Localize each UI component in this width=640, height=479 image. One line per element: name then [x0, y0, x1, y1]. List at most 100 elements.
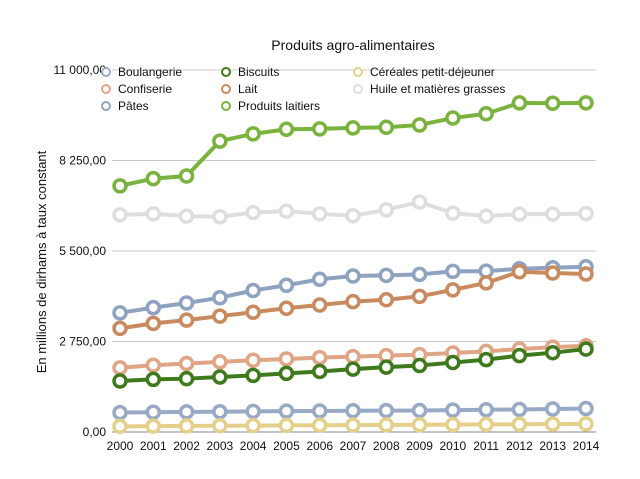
y-tick-label: 2 750,00 [59, 335, 106, 349]
series-group [112, 95, 594, 435]
x-tick-label: 2013 [539, 439, 566, 453]
data-point [212, 308, 228, 324]
data-point [245, 403, 261, 420]
data-point [544, 265, 561, 281]
data-point [145, 170, 162, 187]
data-point [511, 206, 528, 222]
data-point [212, 133, 228, 149]
legend-marker [101, 67, 111, 77]
data-point [178, 295, 195, 311]
data-point [178, 312, 195, 328]
data-point [311, 417, 328, 434]
legend-item: Boulangerie [101, 65, 182, 79]
data-point [345, 361, 361, 377]
series-3 [112, 341, 594, 389]
legend-marker [101, 84, 111, 94]
data-point [245, 352, 261, 369]
data-point [145, 418, 162, 434]
data-point [145, 206, 162, 222]
data-point [411, 266, 428, 283]
data-point [278, 300, 295, 317]
data-point [245, 204, 261, 221]
data-point [478, 416, 494, 433]
data-point [311, 363, 328, 380]
legend-label: Produits laitiers [238, 99, 320, 113]
data-point [145, 299, 162, 316]
legend: Boulangerie Confiserie Pâtes Biscuits Lait Pr… [101, 65, 505, 113]
y-tick-label: 0,00 [83, 425, 107, 439]
data-point [278, 203, 295, 219]
chart-title: Produits agro-alimentaires [271, 37, 434, 53]
data-point [411, 417, 428, 433]
data-point [544, 344, 561, 361]
data-point [212, 289, 228, 306]
data-point [112, 360, 128, 376]
x-tick-label: 2008 [373, 439, 400, 453]
data-point [345, 120, 361, 136]
data-point [578, 400, 594, 417]
x-tick-label: 2003 [207, 439, 234, 453]
data-point [478, 351, 494, 368]
x-tick-label: 2005 [273, 439, 300, 453]
data-point [445, 354, 461, 371]
data-point [478, 275, 494, 291]
legend-item: Biscuits [221, 65, 279, 79]
x-tick-label: 2014 [573, 439, 600, 453]
data-point [445, 282, 461, 298]
x-tick-label: 2001 [140, 439, 167, 453]
data-point [445, 402, 461, 418]
y-tick-label: 11 000,00 [54, 63, 107, 77]
data-point [112, 207, 128, 223]
data-point [178, 208, 195, 224]
data-point [511, 401, 528, 418]
data-point [212, 354, 228, 370]
data-point [411, 117, 428, 133]
legend-marker [101, 101, 111, 111]
legend-label: Biscuits [238, 65, 279, 79]
data-point [178, 355, 195, 372]
x-tick-label: 2002 [173, 439, 200, 453]
data-point [378, 119, 395, 136]
data-point [445, 110, 461, 126]
legend-label: Céréales petit-déjeuner [370, 65, 495, 79]
data-point [345, 348, 361, 365]
data-point [112, 404, 128, 421]
data-point [212, 209, 228, 225]
y-axis-ticks: 0,00 2 750,00 5 500,00 8 250,00 11 000,00 [54, 63, 107, 439]
legend-marker [353, 67, 363, 77]
legend-marker [353, 84, 363, 94]
data-point [378, 202, 395, 218]
data-point [411, 402, 428, 419]
data-point [112, 178, 128, 194]
data-point [345, 417, 361, 433]
data-point [544, 95, 561, 111]
data-point [378, 267, 395, 284]
data-point [378, 359, 395, 375]
data-point [212, 369, 228, 385]
data-point [278, 121, 295, 137]
data-point [278, 403, 295, 419]
x-tick-label: 2009 [406, 439, 433, 453]
x-tick-label: 2007 [340, 439, 367, 453]
data-point [145, 371, 162, 388]
data-point [345, 293, 361, 310]
data-point [345, 208, 361, 224]
data-point [445, 416, 461, 433]
data-point [112, 373, 128, 389]
series-0 [112, 400, 594, 421]
data-point [311, 403, 328, 419]
data-point [278, 351, 295, 367]
data-point [511, 416, 528, 433]
series-6 [112, 416, 594, 435]
data-point [178, 370, 195, 387]
data-point [544, 206, 561, 222]
legend-label: Boulangerie [118, 65, 182, 79]
data-point [378, 402, 395, 419]
data-point [245, 126, 261, 142]
data-point [311, 121, 328, 137]
y-axis-label: En millions de dirhams à taux constant [34, 150, 49, 373]
data-point [278, 277, 295, 293]
data-point [178, 418, 195, 434]
data-point [578, 416, 594, 432]
